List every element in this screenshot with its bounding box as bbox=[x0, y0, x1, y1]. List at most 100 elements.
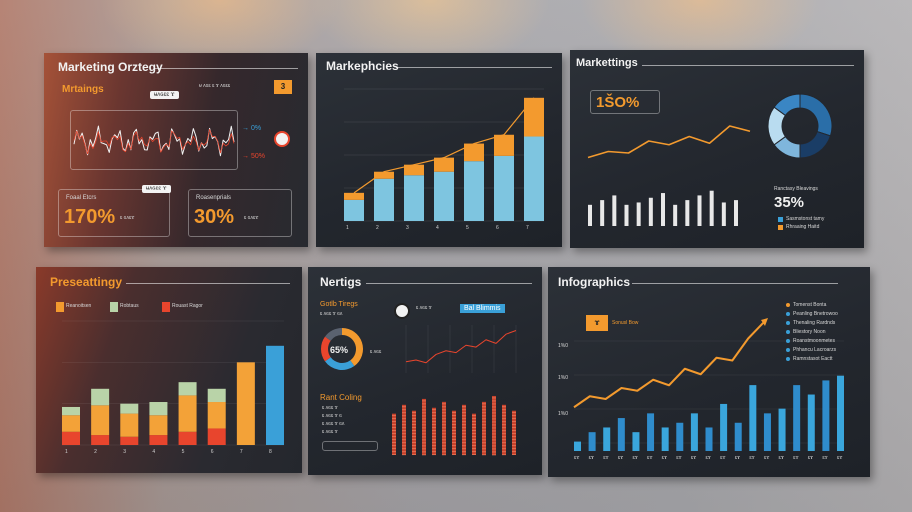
donut-note: ɛ ʌɢɛ bbox=[370, 349, 382, 355]
bar bbox=[636, 202, 641, 226]
bar bbox=[709, 190, 714, 226]
list-title: Rant Coling bbox=[320, 393, 362, 402]
bar bbox=[120, 413, 139, 437]
bar bbox=[524, 97, 544, 137]
x-tick-label: 5 bbox=[466, 225, 469, 231]
bar bbox=[705, 427, 713, 451]
x-tick-label: ɛɤ bbox=[647, 455, 653, 461]
legend-swatch bbox=[786, 330, 790, 334]
x-tick-label: 2 bbox=[94, 449, 97, 455]
stat-box-b bbox=[188, 189, 292, 237]
donut-slice bbox=[342, 328, 363, 366]
pin-icon bbox=[394, 303, 410, 319]
bar bbox=[502, 404, 506, 455]
bar bbox=[404, 175, 424, 221]
donut-slice bbox=[799, 130, 832, 159]
trend-line-chart bbox=[405, 325, 517, 373]
legend-swatch bbox=[786, 303, 790, 307]
bar bbox=[494, 134, 514, 156]
chip-mid: ᵾʌɢɛɛ ɤ bbox=[142, 185, 171, 193]
x-tick-label: ɛɤ bbox=[706, 455, 712, 461]
board-title: Markephcies bbox=[326, 59, 399, 73]
chip: Bal Blimmis bbox=[460, 304, 505, 313]
donut-label: Ranctasy Bleavings bbox=[774, 186, 818, 192]
x-tick-label: 8 bbox=[269, 449, 272, 455]
x-tick-label: 3 bbox=[406, 225, 409, 231]
stacked-bar-chart: 1 2 3 4 5 6 7 bbox=[344, 88, 544, 231]
bar bbox=[685, 200, 690, 226]
legend-item: Robtaus bbox=[120, 303, 139, 309]
x-tick-label: ɛɤ bbox=[735, 455, 741, 461]
line-chart-frame bbox=[70, 110, 238, 170]
bar bbox=[404, 164, 424, 176]
title-rule bbox=[396, 67, 552, 68]
bar bbox=[822, 380, 830, 451]
side-title: Gotlb Tiregs bbox=[320, 301, 358, 308]
pin-note: ɛ ʌɢɛ ɤ bbox=[416, 305, 432, 311]
series-line bbox=[73, 128, 235, 155]
bar bbox=[720, 403, 728, 451]
bar bbox=[62, 406, 80, 416]
x-tick-label: ɛɤ bbox=[822, 455, 828, 461]
board-infographics: Infographics ɤ Sonusl Bow 1%0 1%0 1%0 ɛɤ… bbox=[548, 267, 870, 477]
donut-slice bbox=[799, 93, 833, 137]
bar bbox=[697, 195, 702, 226]
bar bbox=[442, 401, 446, 455]
bar bbox=[600, 200, 605, 226]
x-tick-label: 4 bbox=[152, 449, 155, 455]
volatile-line-chart bbox=[73, 125, 235, 157]
bar bbox=[793, 385, 801, 451]
bar bbox=[676, 422, 684, 451]
big-value-box bbox=[590, 90, 660, 114]
board-title: Preseattingy bbox=[50, 275, 123, 289]
stat-a-value: 170% bbox=[64, 206, 116, 228]
title-rule bbox=[154, 68, 298, 69]
bar bbox=[673, 204, 678, 226]
bar bbox=[524, 136, 544, 221]
bar bbox=[207, 388, 226, 403]
bar bbox=[661, 427, 669, 451]
y-tick: 1%0 bbox=[558, 411, 569, 417]
donut-slice bbox=[773, 93, 801, 117]
legend-item: Phhancu Lacroarzs bbox=[793, 347, 837, 353]
board-nertigs: Nertigs Gotlb Tiregs ɛ ʌɢɛ ɤ ɢʌ 65% ɛ ʌɢ… bbox=[308, 267, 542, 475]
bar bbox=[178, 382, 197, 396]
x-tick-label: ɛɤ bbox=[749, 455, 755, 461]
bar bbox=[120, 436, 139, 445]
donut-chart bbox=[767, 93, 833, 159]
stacked-bar-chart: 1 2 3 4 5 6 7 8 bbox=[62, 320, 284, 455]
x-tick-label: 1 bbox=[346, 225, 349, 231]
trend-line-chart bbox=[587, 125, 751, 159]
bar bbox=[648, 197, 653, 226]
x-tick-label: ɛɤ bbox=[618, 455, 624, 461]
donut-value: 65% bbox=[330, 345, 349, 355]
legend-swatch bbox=[786, 357, 790, 361]
bar bbox=[344, 199, 364, 221]
list-item: ɛ ʌɢɛ ɤ bbox=[322, 405, 338, 411]
board-subtitle: Mrtaings bbox=[62, 84, 104, 95]
trend-line bbox=[587, 125, 751, 159]
x-tick-label: ɛɤ bbox=[589, 455, 595, 461]
x-tick-label: 7 bbox=[526, 225, 529, 231]
circle-marker-icon bbox=[274, 131, 290, 147]
x-tick-label: ɛɤ bbox=[720, 455, 726, 461]
striped-bar-chart bbox=[392, 395, 516, 456]
legend-item: Bliestory Noon bbox=[793, 329, 826, 335]
bar bbox=[434, 157, 454, 172]
bar bbox=[434, 171, 454, 221]
list-footer-chip bbox=[322, 441, 378, 451]
header-note: ᵾ ʌɢɛ ɛ ɤ ʌɢɛɛ bbox=[199, 83, 231, 89]
bar bbox=[91, 388, 110, 406]
legend-swatch bbox=[110, 302, 118, 312]
x-tick-label: 4 bbox=[436, 225, 439, 231]
bar bbox=[807, 394, 815, 451]
legend-swatch bbox=[786, 348, 790, 352]
bar bbox=[778, 408, 786, 451]
legend-swatch bbox=[778, 225, 783, 230]
donut-chart bbox=[321, 328, 363, 370]
bar bbox=[91, 435, 110, 445]
trend-line bbox=[405, 330, 517, 364]
legend-swatch bbox=[786, 339, 790, 343]
board-title: Infographics bbox=[558, 275, 631, 289]
bar bbox=[763, 413, 771, 451]
